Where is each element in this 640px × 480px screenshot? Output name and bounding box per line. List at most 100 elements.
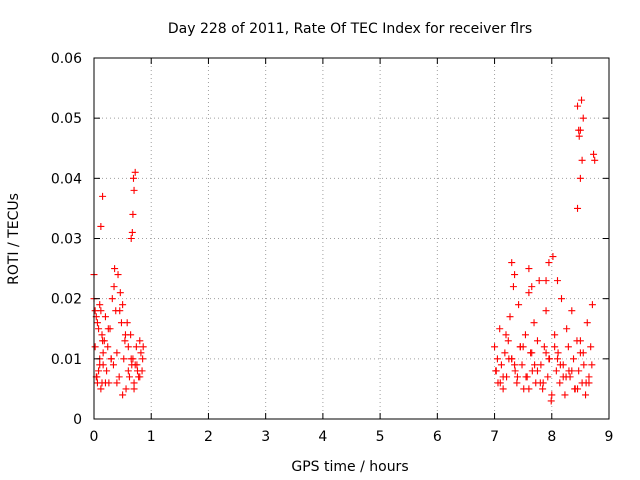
x-tick-label: 9 (605, 429, 614, 445)
data-point (556, 379, 564, 387)
data-point (547, 397, 555, 405)
data-point (570, 355, 578, 363)
data-point (582, 391, 590, 399)
data-point (511, 271, 519, 279)
data-point (587, 343, 595, 351)
data-point (116, 289, 124, 297)
data-point (556, 361, 564, 369)
x-tick-label: 2 (204, 429, 213, 445)
data-point (113, 379, 121, 387)
data-point (545, 355, 553, 363)
data-point (107, 355, 115, 363)
chart-title: Day 228 of 2011, Rate Of TEC Index for r… (168, 21, 532, 37)
data-point (496, 325, 504, 333)
data-point (540, 343, 548, 351)
data-point (568, 367, 576, 375)
data-point (542, 307, 550, 315)
data-point (101, 313, 109, 321)
data-point (130, 385, 138, 393)
data-point (130, 379, 138, 387)
data-point (499, 373, 507, 381)
data-point (551, 331, 559, 339)
data-point (99, 337, 107, 345)
data-point (97, 222, 105, 230)
data-point (576, 337, 584, 345)
data-point (562, 373, 570, 381)
data-point (97, 307, 105, 315)
data-point (128, 228, 136, 236)
data-point (96, 301, 104, 309)
data-point (127, 235, 135, 242)
data-point (542, 349, 550, 357)
x-tick-label: 1 (147, 429, 156, 445)
data-point (563, 325, 571, 333)
data-point (511, 367, 519, 375)
data-point (549, 253, 557, 261)
data-point (525, 289, 533, 297)
data-point (528, 349, 536, 357)
data-point (530, 319, 538, 327)
y-tick-label: 0.03 (51, 232, 82, 248)
data-point (101, 379, 109, 387)
data-point (129, 174, 137, 182)
data-point (578, 96, 586, 104)
data-point (509, 283, 517, 291)
data-point (539, 379, 547, 387)
data-points (90, 96, 599, 405)
data-point (109, 361, 117, 369)
y-tick-label: 0 (73, 412, 82, 428)
data-point (513, 373, 521, 381)
data-point (591, 156, 599, 164)
data-point (98, 331, 106, 339)
data-point (539, 385, 547, 393)
data-point (505, 355, 513, 363)
x-tick-label: 0 (90, 429, 99, 445)
data-point (493, 355, 501, 363)
data-point (131, 168, 139, 176)
data-point (496, 379, 504, 387)
y-tick-label: 0.05 (51, 111, 82, 127)
data-point (108, 295, 116, 303)
data-point (590, 150, 598, 158)
data-point (99, 192, 107, 200)
y-tick-label: 0.02 (51, 292, 82, 308)
data-point (542, 277, 550, 285)
data-point (574, 385, 582, 393)
data-point (115, 373, 123, 381)
data-point (121, 331, 129, 339)
y-tick-label: 0.06 (51, 51, 82, 67)
y-tick-label: 0.04 (51, 171, 82, 187)
data-point (95, 367, 103, 375)
data-point (554, 349, 562, 357)
data-point (99, 349, 107, 357)
data-point (130, 186, 138, 194)
data-point (139, 343, 147, 351)
data-point (574, 204, 582, 212)
data-point (95, 325, 103, 333)
data-point (122, 385, 130, 393)
data-point (588, 361, 596, 369)
data-point (533, 367, 541, 375)
data-point (124, 367, 132, 375)
data-point (125, 373, 133, 381)
data-point (123, 319, 131, 327)
data-point (93, 319, 101, 327)
data-point (585, 379, 593, 387)
data-point (544, 373, 552, 381)
data-point (129, 210, 137, 218)
data-point (515, 301, 523, 309)
data-point (96, 361, 104, 369)
data-point (551, 343, 559, 351)
data-point (522, 373, 530, 381)
data-point (531, 361, 539, 369)
data-point (554, 355, 561, 363)
data-point (588, 301, 596, 309)
data-point (516, 343, 524, 351)
x-tick-label: 8 (547, 429, 556, 445)
y-tick-label: 0.01 (51, 352, 82, 368)
data-point (552, 367, 560, 375)
data-point (111, 265, 119, 273)
data-point (525, 265, 533, 273)
x-tick-label: 3 (261, 429, 270, 445)
